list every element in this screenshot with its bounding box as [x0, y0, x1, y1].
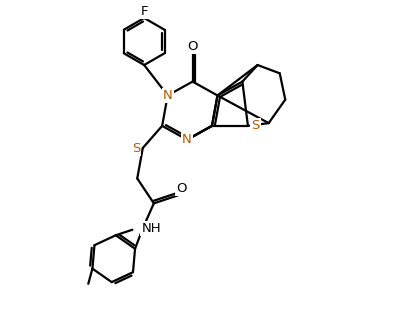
Text: N: N — [163, 89, 172, 102]
Text: O: O — [188, 40, 198, 53]
Text: NH: NH — [141, 222, 161, 235]
Text: N: N — [182, 133, 192, 146]
Text: F: F — [140, 5, 148, 18]
Text: S: S — [132, 141, 140, 154]
Text: S: S — [251, 120, 260, 132]
Text: O: O — [176, 182, 187, 195]
